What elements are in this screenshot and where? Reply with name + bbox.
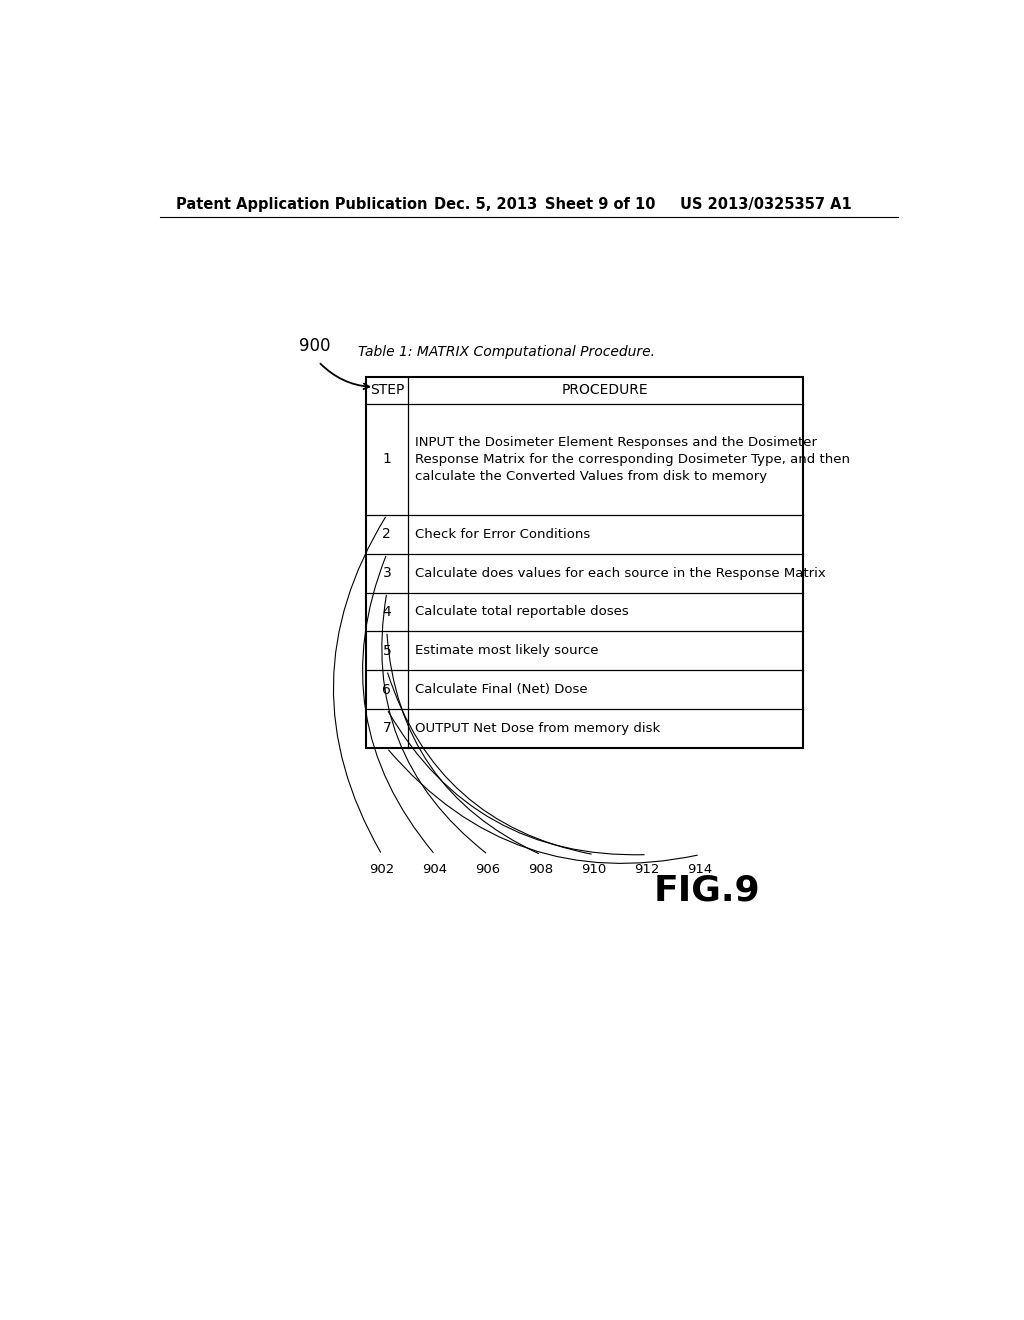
Text: 908: 908	[528, 863, 554, 876]
Text: Calculate does values for each source in the Response Matrix: Calculate does values for each source in…	[416, 566, 826, 579]
Text: US 2013/0325357 A1: US 2013/0325357 A1	[680, 197, 851, 211]
Text: 4: 4	[382, 605, 391, 619]
Text: 3: 3	[382, 566, 391, 581]
Text: 902: 902	[370, 863, 394, 876]
Text: 910: 910	[582, 863, 606, 876]
Text: INPUT the Dosimeter Element Responses and the Dosimeter
Response Matrix for the : INPUT the Dosimeter Element Responses an…	[416, 436, 851, 483]
Text: 7: 7	[382, 722, 391, 735]
Text: Calculate total reportable doses: Calculate total reportable doses	[416, 606, 629, 619]
Text: Check for Error Conditions: Check for Error Conditions	[416, 528, 591, 541]
Text: 2: 2	[382, 527, 391, 541]
Text: STEP: STEP	[370, 383, 404, 397]
Text: FIG.9: FIG.9	[654, 874, 761, 907]
Text: 904: 904	[423, 863, 447, 876]
Text: Calculate Final (Net) Dose: Calculate Final (Net) Dose	[416, 684, 588, 696]
Text: 906: 906	[475, 863, 501, 876]
Text: Estimate most likely source: Estimate most likely source	[416, 644, 599, 657]
Text: Sheet 9 of 10: Sheet 9 of 10	[545, 197, 655, 211]
Text: 1: 1	[382, 453, 391, 466]
Text: 900: 900	[299, 338, 330, 355]
Text: 912: 912	[634, 863, 659, 876]
Text: 914: 914	[687, 863, 713, 876]
Text: OUTPUT Net Dose from memory disk: OUTPUT Net Dose from memory disk	[416, 722, 660, 735]
Bar	[367, 378, 803, 748]
Text: 5: 5	[382, 644, 391, 657]
Text: Table 1: MATRIX Computational Procedure.: Table 1: MATRIX Computational Procedure.	[358, 345, 655, 359]
Text: 6: 6	[382, 682, 391, 697]
Text: PROCEDURE: PROCEDURE	[562, 383, 648, 397]
Text: Patent Application Publication: Patent Application Publication	[176, 197, 427, 211]
Text: Dec. 5, 2013: Dec. 5, 2013	[433, 197, 537, 211]
